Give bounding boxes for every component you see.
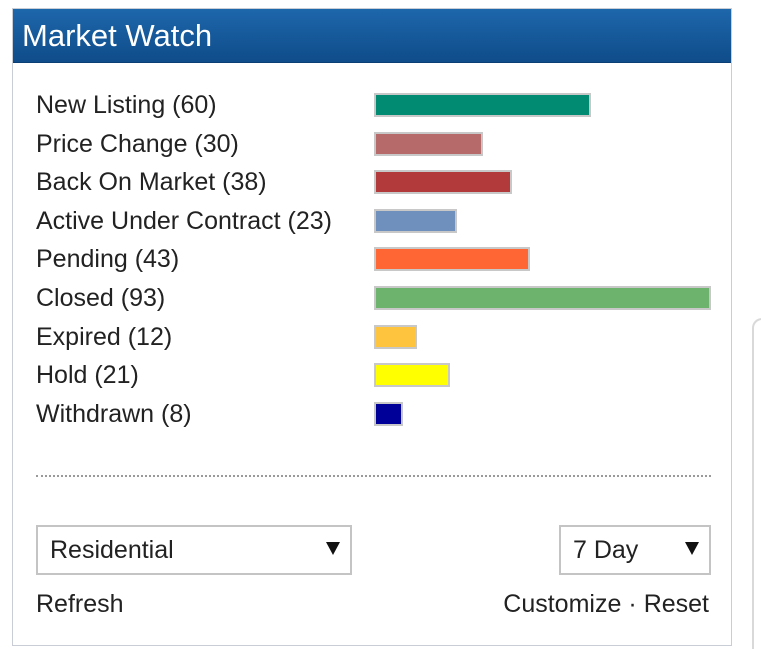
status-label[interactable]: Pending (43) xyxy=(36,245,180,274)
status-label[interactable]: Hold (21) xyxy=(36,361,139,390)
chevron-down-icon xyxy=(685,542,699,555)
status-row-active-under-contract[interactable]: Active Under Contract (23) xyxy=(36,207,716,246)
status-row-pending[interactable]: Pending (43) xyxy=(36,245,716,284)
status-row-hold[interactable]: Hold (21) xyxy=(36,361,716,400)
market-watch-widget: Market Watch New Listing (60) Price Chan… xyxy=(12,8,732,646)
status-label[interactable]: Expired (12) xyxy=(36,322,173,351)
status-row-new-listing[interactable]: New Listing (60) xyxy=(36,91,716,130)
status-bar[interactable] xyxy=(374,401,403,426)
status-row-withdrawn[interactable]: Withdrawn (8) xyxy=(36,400,716,439)
status-bar[interactable] xyxy=(374,170,512,195)
status-bar[interactable] xyxy=(374,324,417,349)
status-row-closed[interactable]: Closed (93) xyxy=(36,284,716,323)
reset-link[interactable]: Reset xyxy=(643,590,709,618)
chevron-down-icon xyxy=(326,542,340,555)
status-label[interactable]: Back On Market (38) xyxy=(36,168,267,197)
status-label[interactable]: New Listing (60) xyxy=(36,91,217,119)
adjacent-panel-border xyxy=(752,318,761,649)
status-bar[interactable] xyxy=(374,93,591,117)
status-label[interactable]: Price Change (30) xyxy=(36,129,239,158)
status-row-price-change[interactable]: Price Change (30) xyxy=(36,130,716,169)
status-bar[interactable] xyxy=(374,247,530,272)
widget-title: Market Watch xyxy=(22,18,213,53)
status-bar[interactable] xyxy=(374,285,711,310)
footer-actions: Customize · Reset xyxy=(503,590,709,618)
status-label[interactable]: Active Under Contract (23) xyxy=(36,206,332,235)
status-label[interactable]: Closed (93) xyxy=(36,283,166,312)
refresh-link[interactable]: Refresh xyxy=(36,590,124,618)
property-type-value: Residential xyxy=(50,536,174,564)
dotted-divider xyxy=(36,475,711,477)
widget-header: Market Watch xyxy=(13,9,731,63)
status-row-back-on-market[interactable]: Back On Market (38) xyxy=(36,168,716,207)
status-label[interactable]: Withdrawn (8) xyxy=(36,399,192,428)
separator: · xyxy=(628,590,637,618)
time-period-select[interactable]: 7 Day xyxy=(559,525,711,575)
status-bar[interactable] xyxy=(374,131,483,156)
status-bar[interactable] xyxy=(374,208,457,233)
market-watch-list: New Listing (60) Price Change (30) Back … xyxy=(36,91,716,438)
status-row-expired[interactable]: Expired (12) xyxy=(36,323,716,362)
property-type-select[interactable]: Residential xyxy=(36,525,352,575)
time-period-value: 7 Day xyxy=(573,536,639,564)
status-bar[interactable] xyxy=(374,363,450,388)
customize-link[interactable]: Customize xyxy=(503,590,622,618)
